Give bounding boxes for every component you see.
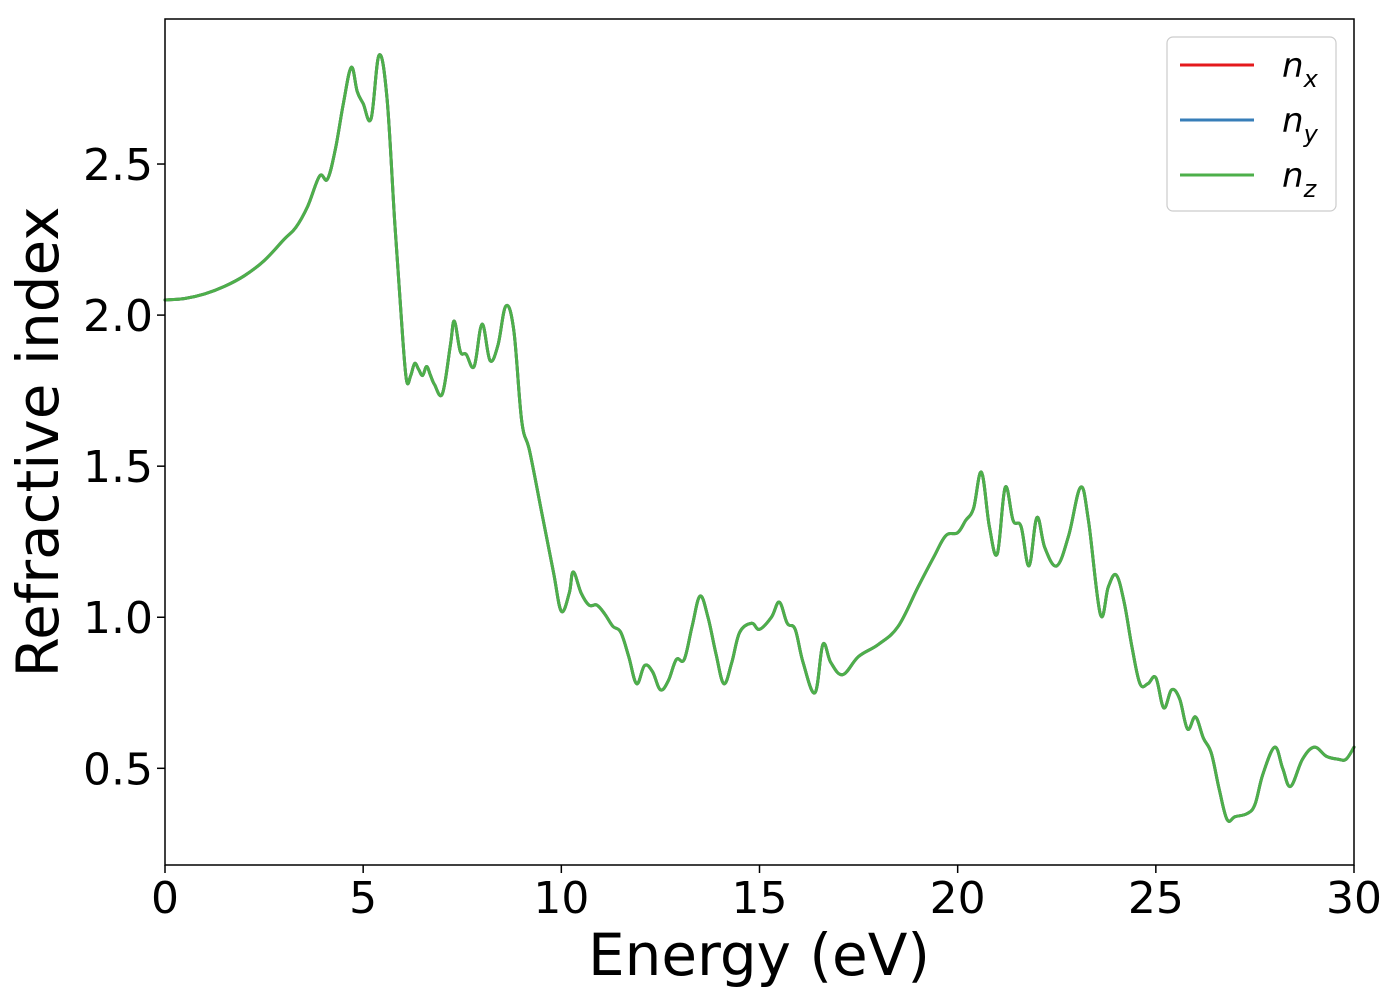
x-axis-label: Energy (eV) (588, 921, 930, 989)
x-axis-ticks: 0 5 10 15 20 25 30 (151, 865, 1382, 924)
x-tick-label: 30 (1326, 873, 1382, 924)
y-tick-label: 2.5 (83, 140, 153, 191)
x-tick-label: 15 (732, 873, 788, 924)
y-tick-label: 1.0 (83, 593, 153, 644)
series-layer (163, 53, 1356, 823)
plot-background (165, 19, 1354, 865)
x-tick-label: 0 (151, 873, 179, 924)
y-axis-ticks: 0.5 1.0 1.5 2.0 2.5 (83, 140, 165, 795)
x-tick-label: 10 (533, 873, 589, 924)
x-tick-label: 25 (1128, 873, 1184, 924)
legend-box (1166, 36, 1337, 212)
y-tick-label: 2.0 (83, 291, 153, 342)
x-tick-label: 5 (349, 873, 377, 924)
y-axis-label: Refractive index (4, 206, 72, 677)
y-tick-label: 0.5 (83, 744, 153, 795)
x-tick-label: 20 (930, 873, 986, 924)
y-tick-label: 1.5 (83, 442, 153, 493)
series-line-nz (163, 53, 1356, 823)
